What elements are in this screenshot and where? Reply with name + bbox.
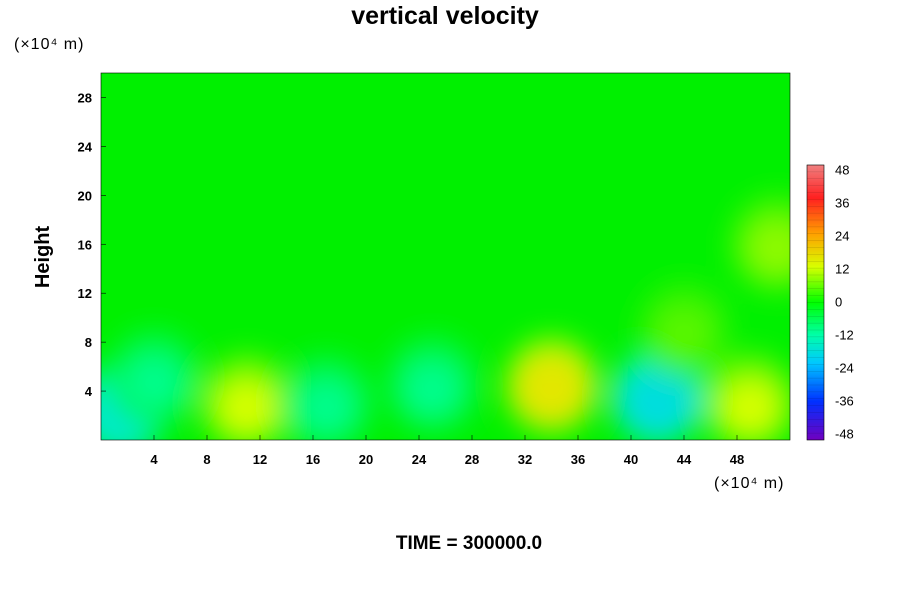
colorbar-tick-label: -36 xyxy=(835,394,854,409)
chart-title: vertical velocity xyxy=(351,2,539,30)
x-axis-unit: (×10⁴ m) xyxy=(714,475,784,492)
x-tick-label: 32 xyxy=(518,452,532,467)
field-feature xyxy=(218,381,275,434)
x-tick-label: 4 xyxy=(150,452,158,467)
colorbar-tick-label: 24 xyxy=(835,229,849,244)
plot-area xyxy=(101,73,790,440)
x-tick-label: 24 xyxy=(412,452,427,467)
colorbar-ticks: 48 36 24 12 0 -12 -24 -36 -48 xyxy=(835,163,854,442)
colorbar-tick-label: 48 xyxy=(835,163,849,178)
y-axis-unit: (×10⁴ m) xyxy=(14,36,84,53)
field-feature xyxy=(298,381,355,434)
x-tick-label: 12 xyxy=(253,452,267,467)
colorbar-tick-label: 36 xyxy=(835,196,849,211)
colorbar-tick-label: 0 xyxy=(835,295,842,310)
plot-frame xyxy=(100,72,791,441)
x-tick-label: 44 xyxy=(677,452,692,467)
field-feature xyxy=(748,222,790,275)
colorbar-tick-label: -12 xyxy=(835,328,854,343)
field-features xyxy=(101,196,790,440)
field-feature xyxy=(656,307,712,360)
y-tick-label: 12 xyxy=(78,286,92,301)
field-feature xyxy=(722,381,779,434)
x-tick-label: 16 xyxy=(306,452,320,467)
colorbar-gradient xyxy=(806,164,825,441)
x-tick-label: 48 xyxy=(730,452,744,467)
y-tick-label: 4 xyxy=(85,384,93,399)
y-tick-label: 16 xyxy=(78,237,92,252)
colorbar-tick-label: -48 xyxy=(835,427,854,442)
field-feature xyxy=(126,356,182,409)
colorbar-tick-label: -24 xyxy=(835,361,854,376)
field-feature xyxy=(404,362,461,415)
y-tick-label: 20 xyxy=(78,188,92,203)
x-tick-label: 8 xyxy=(203,452,210,467)
x-tick-label: 40 xyxy=(624,452,638,467)
y-axis-label: Height xyxy=(32,226,54,289)
x-tick-label: 20 xyxy=(359,452,373,467)
field-feature xyxy=(617,363,698,440)
y-tick-label: 28 xyxy=(78,90,92,105)
y-tick-label: 8 xyxy=(85,335,92,350)
x-axis-ticks: 4 8 12 16 20 24 28 32 36 40 44 48 xyxy=(150,435,744,467)
field-feature xyxy=(511,350,592,427)
x-tick-label: 36 xyxy=(571,452,585,467)
y-tick-label: 24 xyxy=(78,139,93,154)
y-axis-ticks: 4 8 12 16 20 24 28 xyxy=(78,90,106,399)
colorbar-bands xyxy=(807,164,824,434)
time-label: TIME = 300000.0 xyxy=(396,533,542,554)
x-tick-label: 28 xyxy=(465,452,479,467)
colorbar: 48 36 24 12 0 -12 -24 -36 -48 xyxy=(806,163,854,442)
colorbar-tick-label: 12 xyxy=(835,262,849,277)
